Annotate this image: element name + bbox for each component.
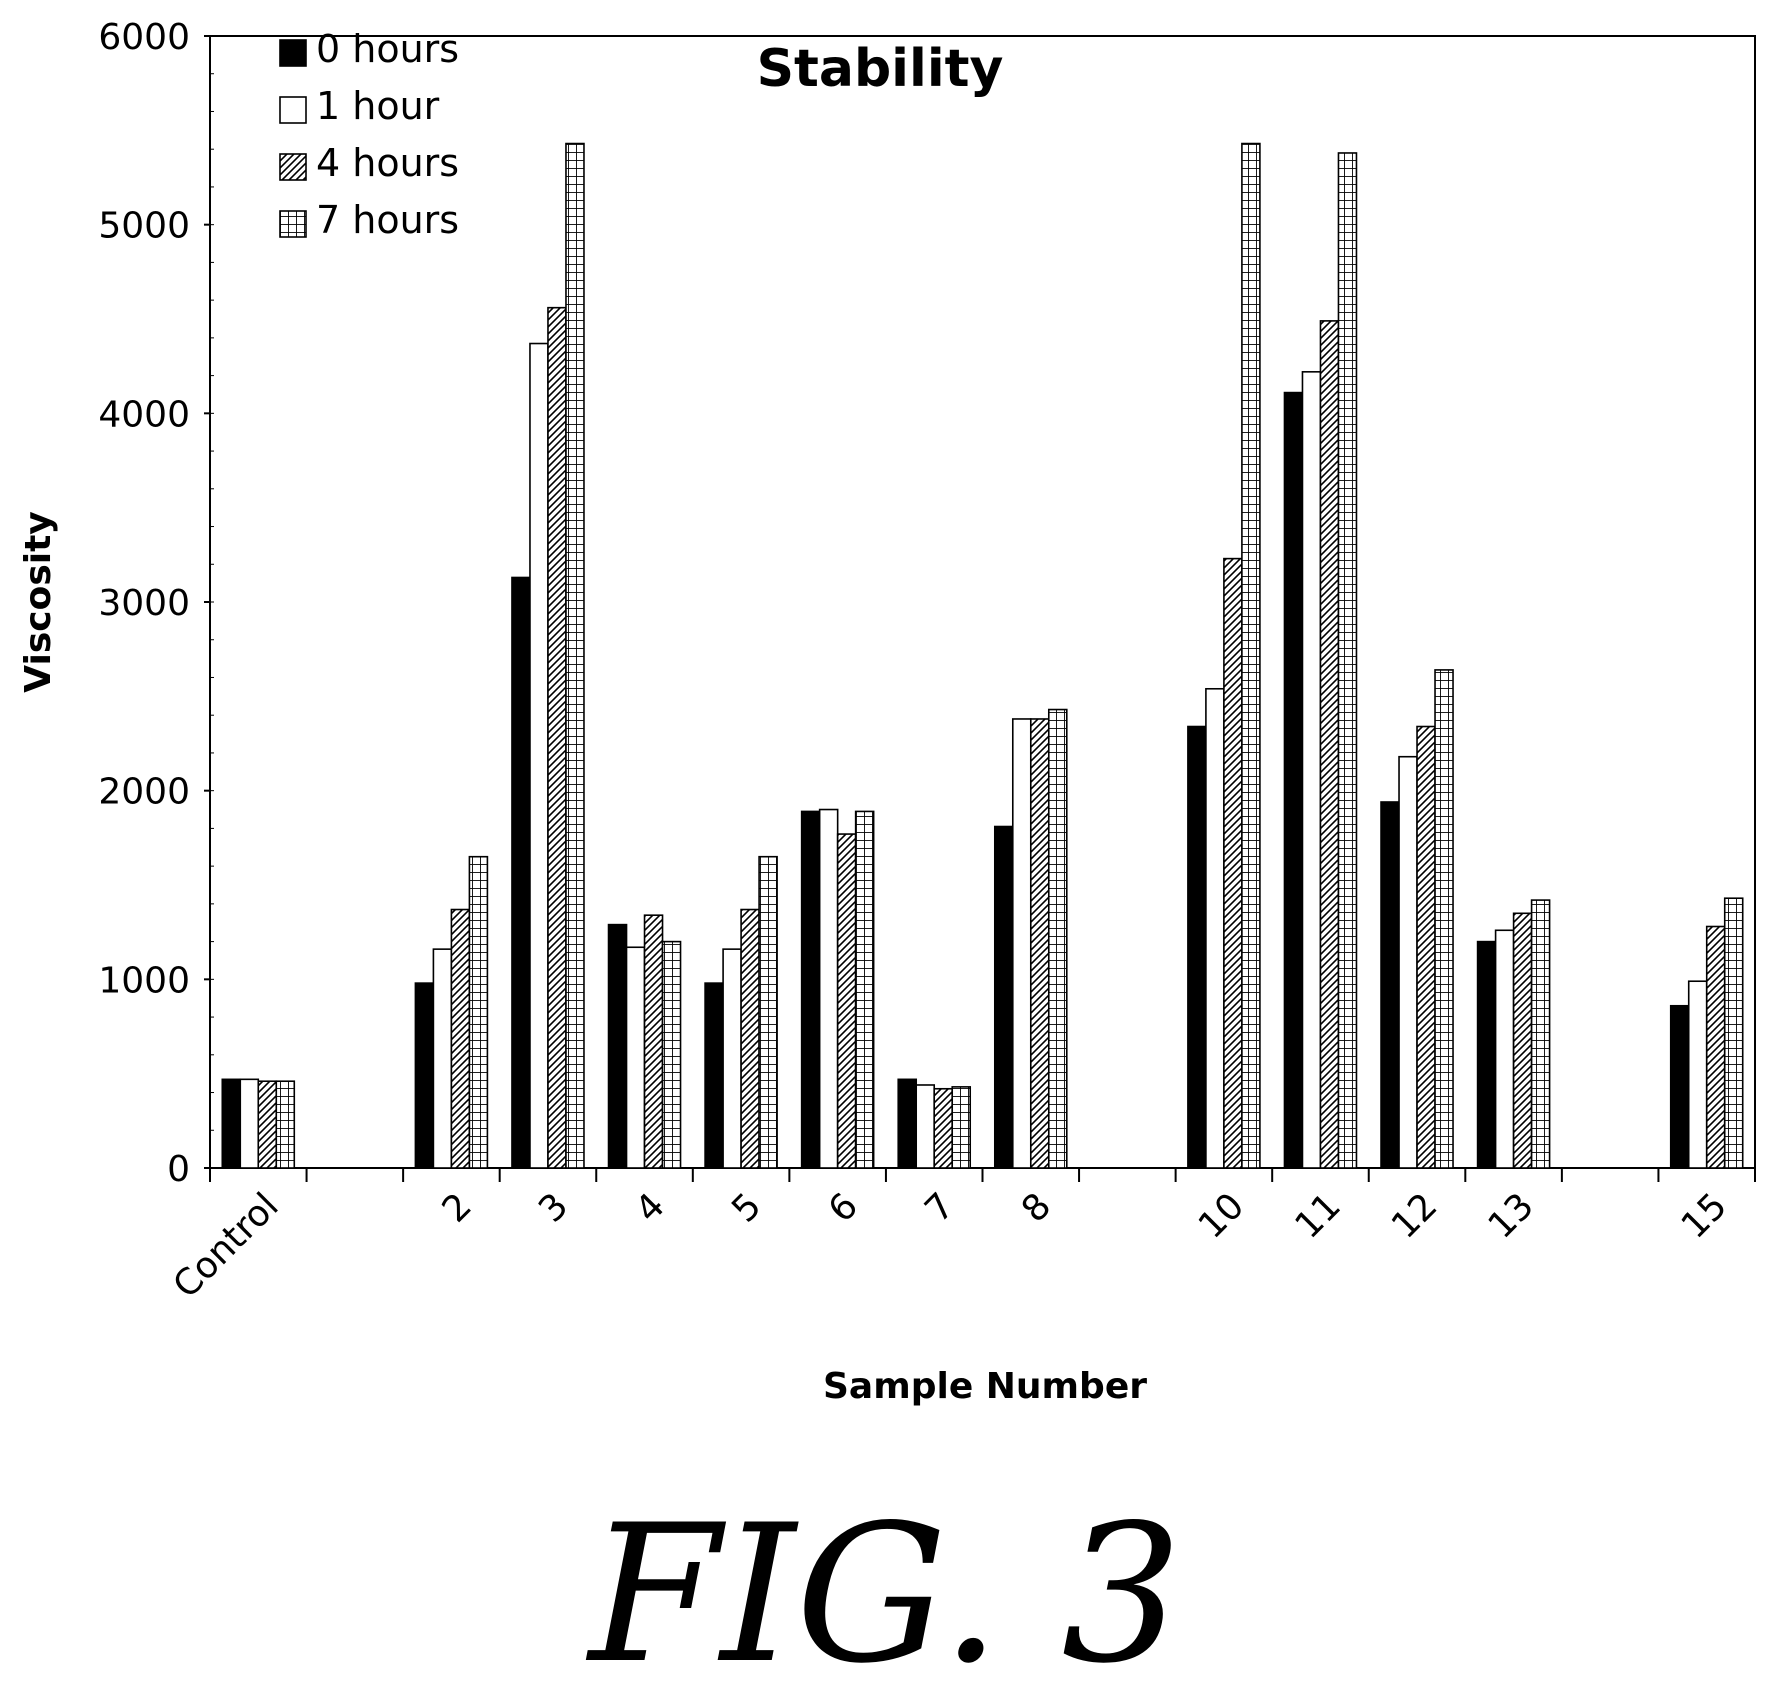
bar: [758, 855, 778, 1169]
bar: [1669, 1004, 1690, 1169]
bar: [951, 1086, 972, 1169]
bar: [221, 1078, 242, 1169]
bar: [414, 982, 435, 1169]
bar: [450, 908, 471, 1169]
bar: [740, 908, 760, 1169]
bar: [1205, 687, 1225, 1169]
bar: [1187, 725, 1207, 1169]
bar: [1301, 371, 1322, 1169]
bar: [275, 1080, 296, 1169]
y-tick-label: 3000: [98, 583, 190, 624]
bar: [1723, 897, 1744, 1169]
bar: [836, 833, 857, 1169]
x-tick-label: 8: [1014, 1185, 1059, 1230]
bar: [1337, 152, 1358, 1169]
y-tick-label: 1000: [98, 960, 190, 1001]
legend-swatch: [279, 210, 307, 238]
bar: [1241, 142, 1261, 1169]
bar: [625, 946, 646, 1169]
bar: [818, 808, 839, 1169]
bar: [1380, 801, 1400, 1169]
legend-swatch: [279, 153, 307, 181]
bar: [1530, 899, 1551, 1169]
x-tick-label: 11: [1287, 1185, 1348, 1246]
stability-chart: 0 1000 2000 3000 4000 5000 6000 Control 2 3 4 5 6 7 8…: [18, 17, 1756, 1407]
figure-label: FIG. 3: [588, 1484, 1183, 1705]
bar: [1434, 669, 1454, 1169]
bar: [722, 948, 742, 1169]
bar: [1705, 925, 1726, 1169]
x-tick-label: 12: [1384, 1185, 1445, 1246]
x-tick-label: Control: [166, 1185, 287, 1306]
bar: [468, 855, 489, 1169]
bar: [565, 142, 585, 1169]
legend-swatch: [279, 39, 307, 67]
bar: [1029, 718, 1050, 1169]
bar: [1687, 980, 1708, 1169]
y-tick-label: 2000: [98, 772, 190, 813]
bar: [547, 306, 567, 1169]
bars-group: [221, 142, 1744, 1169]
legend-label: 0 hours: [316, 27, 459, 71]
legend: 0 hours 1 hour 4 hours 7 hours: [279, 27, 459, 242]
x-tick-label: 10: [1191, 1185, 1252, 1246]
bar: [1047, 708, 1068, 1169]
bar: [432, 948, 453, 1169]
y-tick-label: 4000: [98, 394, 190, 435]
bar: [800, 810, 821, 1169]
bar: [607, 923, 628, 1169]
x-tick-label: 3: [531, 1185, 576, 1230]
legend-label: 1 hour: [316, 84, 440, 128]
bar: [1283, 391, 1304, 1169]
bar: [704, 982, 724, 1169]
bar: [643, 914, 664, 1169]
legend-label: 7 hours: [316, 198, 459, 242]
y-tick-labels: 0 1000 2000 3000 4000 5000 6000: [98, 17, 190, 1190]
x-tick-label: 4: [628, 1185, 673, 1230]
y-tick-label: 0: [167, 1149, 190, 1190]
bar: [661, 940, 682, 1169]
bar: [1476, 940, 1497, 1169]
bar: [993, 825, 1014, 1169]
bar: [933, 1087, 954, 1169]
bar: [1011, 718, 1032, 1169]
bar: [1416, 725, 1436, 1169]
bar: [511, 576, 531, 1169]
bar: [1223, 557, 1243, 1169]
bar: [1319, 320, 1340, 1169]
x-axis-ticks: [209, 1168, 1756, 1182]
bar: [257, 1080, 278, 1169]
bar: [897, 1078, 918, 1169]
x-tick-label: 5: [724, 1185, 769, 1230]
chart-title: Stability: [757, 39, 1004, 99]
y-tick-label: 5000: [98, 206, 190, 247]
bar: [1398, 755, 1418, 1169]
x-axis-title: Sample Number: [823, 1366, 1147, 1407]
x-tick-label: 15: [1674, 1185, 1735, 1246]
bar: [854, 810, 875, 1169]
bar: [529, 342, 549, 1169]
bar: [239, 1078, 260, 1169]
legend-label: 4 hours: [316, 141, 459, 185]
legend-swatch: [279, 96, 307, 124]
x-tick-label: 7: [917, 1185, 962, 1230]
x-tick-label: 6: [821, 1185, 866, 1230]
x-tick-labels: Control 2 3 4 5 6 7 8 10 11 12 13 15: [166, 1185, 1735, 1306]
bar: [1494, 929, 1515, 1169]
x-tick-label: 13: [1481, 1185, 1542, 1246]
y-tick-label: 6000: [98, 17, 190, 58]
y-axis-title: Viscosity: [18, 511, 59, 693]
y-minor-ticks: [204, 35, 214, 1169]
bar: [1512, 912, 1533, 1169]
x-tick-label: 2: [435, 1185, 480, 1230]
bar: [915, 1084, 936, 1169]
